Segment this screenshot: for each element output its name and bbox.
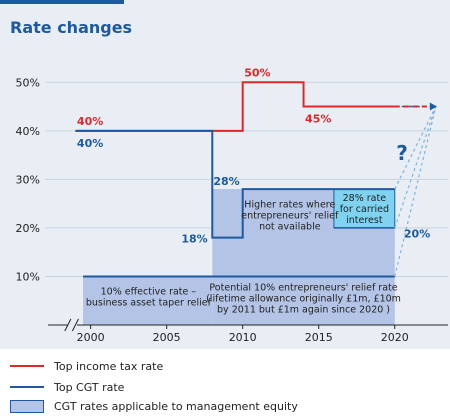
legend-swatch-cgt	[10, 386, 44, 388]
title-accent-bar	[0, 0, 124, 4]
note-taper: business asset taper relief	[86, 297, 212, 308]
legend-item-mgmt: CGT rates applicable to management equit…	[10, 397, 298, 415]
note-higher: entrepreneurs' relief	[241, 211, 339, 222]
x-tick-label: 2015	[305, 331, 333, 344]
area-taper-relief	[83, 276, 213, 325]
legend-label-mgmt: CGT rates applicable to management equit…	[54, 399, 298, 413]
x-tick-label: 2010	[229, 331, 257, 344]
note-potential: by 2011 but £1m again since 2020 )	[217, 304, 390, 315]
income-tax-line	[75, 81, 395, 132]
x-tick-label: 2000	[77, 331, 105, 344]
axis-break-mark	[64, 318, 72, 332]
projection-dashed-line	[394, 106, 437, 229]
projection-arrow-head	[429, 102, 437, 111]
label-income-50: 50%	[244, 66, 270, 79]
projection-dashed-line	[394, 106, 437, 277]
label-cgt-28: 28%	[213, 175, 239, 188]
note-potential: Potential 10% entrepreneurs' relief rate	[209, 282, 397, 293]
cgt-line	[75, 129, 395, 239]
label-cgt-40: 40%	[77, 137, 103, 150]
question-mark: ?	[396, 141, 408, 165]
y-tick-label: 10%	[16, 270, 40, 283]
note-taper: 10% effective rate –	[101, 286, 197, 297]
y-tick-label: 30%	[16, 173, 40, 186]
area-entrepreneurs-relief	[212, 276, 395, 325]
annotations: 40% 40% 50% 45% 18% 28% 20%? 10% effective rate…	[77, 66, 430, 315]
legend-swatch-mgmt	[10, 399, 44, 413]
y-tick-label: 50%	[16, 76, 40, 89]
note-carried: interest	[346, 215, 383, 226]
note-carried: 28% rate	[343, 193, 387, 204]
chart-plot: 40% 40% 50% 45% 18% 28% 20%? 10% effective rate…	[16, 66, 448, 344]
y-tick-label: 20%	[16, 222, 40, 235]
axes: 10% 20% 30% 40% 50% 2000 2005 2010 2015 2020	[16, 76, 448, 344]
label-cgt-20: 20%	[404, 228, 430, 241]
chart-title: Rate changes	[10, 18, 133, 37]
x-tick-label: 2005	[153, 331, 181, 344]
note-potential: (lifetime allowance originally £1m, £10m	[206, 293, 401, 304]
legend-label-income: Top income tax rate	[54, 359, 164, 373]
label-income-45: 45%	[305, 113, 331, 126]
label-income-40: 40%	[77, 115, 103, 128]
y-tick-label: 40%	[16, 125, 40, 138]
note-higher: not available	[259, 222, 321, 233]
legend: Top income tax rate Top CGT rate CGT rat…	[0, 349, 450, 419]
x-tick-label: 2020	[381, 331, 409, 344]
legend-item-cgt: Top CGT rate	[10, 378, 124, 396]
label-cgt-18: 18%	[181, 233, 207, 246]
series-lines	[75, 81, 437, 278]
legend-swatch-income	[10, 365, 44, 367]
axis-break-mark	[71, 318, 79, 332]
legend-label-cgt: Top CGT rate	[54, 380, 125, 394]
legend-item-income: Top income tax rate	[10, 357, 163, 375]
note-carried: for carried	[340, 204, 389, 215]
note-higher: Higher rates where	[244, 200, 335, 211]
